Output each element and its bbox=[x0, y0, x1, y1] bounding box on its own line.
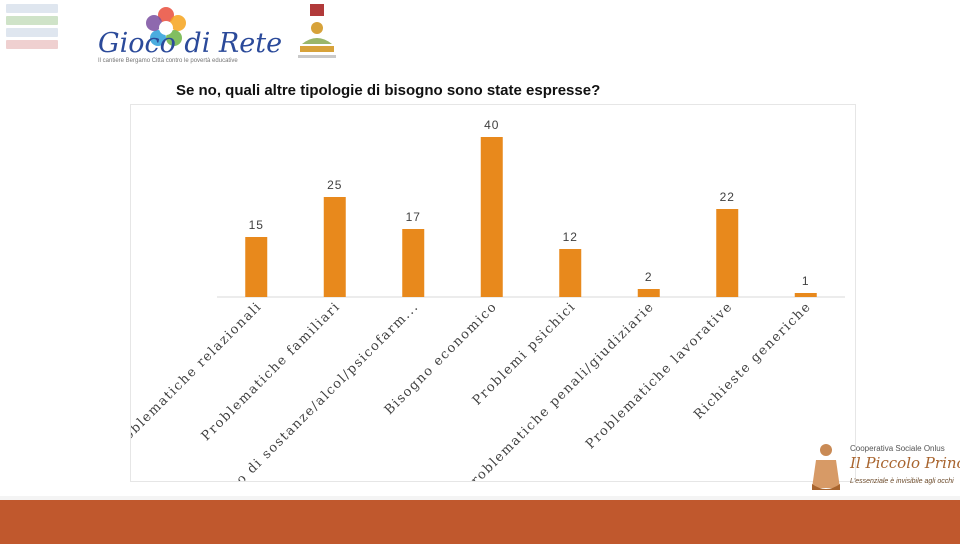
data-label: 25 bbox=[327, 178, 342, 192]
data-label: 12 bbox=[563, 230, 578, 244]
sponsor-logos bbox=[292, 2, 342, 62]
flower-logo-icon bbox=[146, 7, 186, 46]
brand-logo: Gioco di Rete Il cantiere Bergamo Città … bbox=[96, 6, 296, 66]
coop-brand: Il Piccolo Principe bbox=[850, 454, 960, 472]
category-label: Problematiche relazionali bbox=[131, 299, 265, 456]
bar bbox=[559, 249, 582, 297]
slide-title: Se no, quali altre tipologie di bisogno … bbox=[176, 82, 601, 99]
sponsor-logo-icon bbox=[298, 4, 336, 58]
category-label: Problematiche familiari bbox=[199, 299, 344, 444]
data-label: 40 bbox=[484, 118, 499, 132]
bar bbox=[716, 209, 739, 297]
chart-area: 15 Problematiche relazionali 25 Problematic… bbox=[130, 104, 856, 482]
bar bbox=[637, 289, 660, 297]
partner-logo bbox=[6, 16, 58, 25]
bar bbox=[245, 237, 268, 297]
data-label: 17 bbox=[406, 210, 421, 224]
bar bbox=[480, 137, 503, 297]
bar bbox=[323, 197, 346, 297]
little-prince-icon bbox=[812, 444, 840, 490]
coop-tagline: L'essenziale è invisibile agli occhi bbox=[850, 478, 954, 485]
data-label: 1 bbox=[802, 274, 810, 288]
brand-name: Gioco di Rete bbox=[98, 28, 283, 59]
bar bbox=[794, 293, 817, 297]
partner-logos bbox=[6, 4, 58, 62]
data-label: 2 bbox=[645, 270, 653, 284]
coop-name: Cooperativa Sociale Onlus bbox=[850, 444, 945, 453]
partner-logo bbox=[6, 28, 58, 37]
footer-bar bbox=[0, 496, 960, 544]
data-label: 22 bbox=[720, 190, 735, 204]
brand-subtitle: Il cantiere Bergamo Città contro le pove… bbox=[98, 58, 238, 64]
data-label: 15 bbox=[249, 218, 264, 232]
bar-chart: 15 Problematiche relazionali 25 Problematic… bbox=[131, 118, 845, 481]
coop-logo: Cooperativa Sociale Onlus Il Piccolo Pri… bbox=[806, 440, 960, 496]
partner-logo bbox=[6, 4, 58, 13]
bar bbox=[402, 229, 425, 297]
category-label: Problematiche lavorative bbox=[583, 299, 736, 452]
partner-logo bbox=[6, 40, 58, 49]
